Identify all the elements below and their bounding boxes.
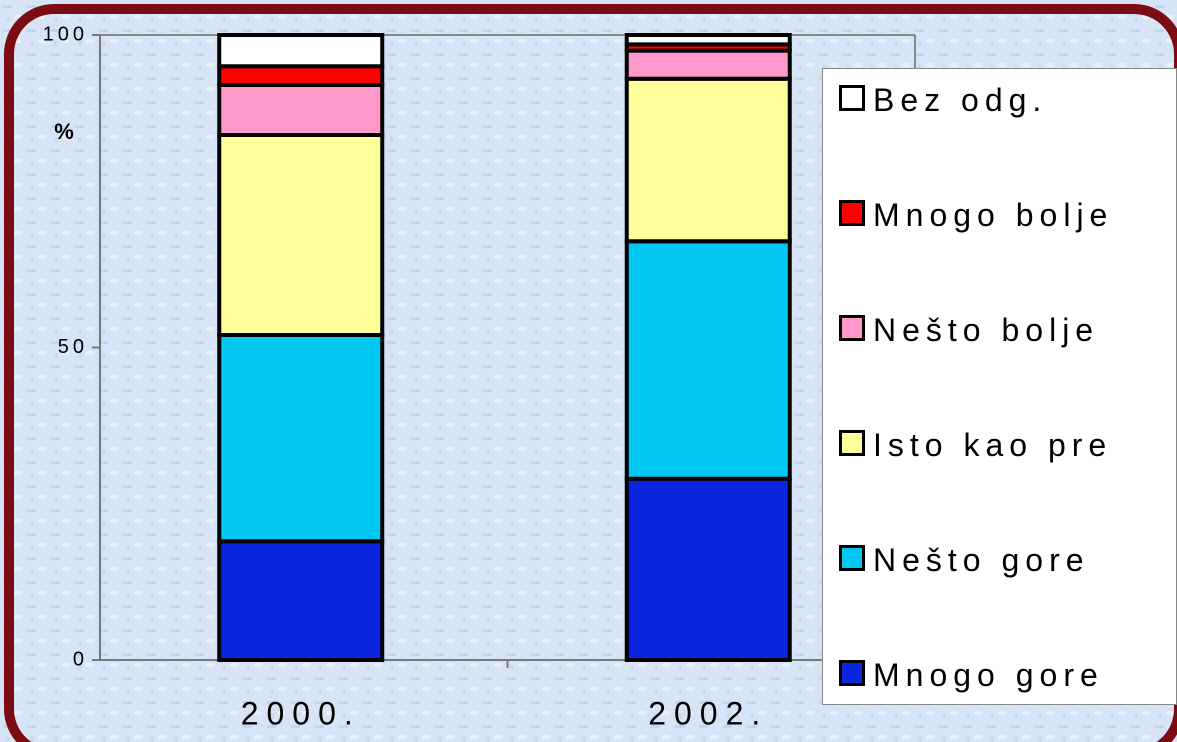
legend-item: Mnogo gore [839,656,1176,694]
y-tick-label: 0 [73,648,88,670]
legend-label: Nešto bolje [873,312,1100,348]
legend-swatch [839,545,865,571]
legend-swatch [839,85,865,111]
bar-segment [624,48,792,81]
legend-label: Mnogo bolje [873,197,1114,233]
bar-segment [217,64,385,87]
legend: Bez odg. Mnogo bolje Nešto bolje Isto kao p… [822,68,1177,705]
bar-segment [624,33,792,47]
bar-segment [624,239,792,481]
frame [4,4,1177,742]
y-axis-label: % [54,119,74,144]
bar-segment [217,133,385,337]
legend-label: Mnogo gore [873,657,1104,693]
legend-swatch [839,430,865,456]
legend-item: Isto kao pre [839,426,1176,464]
bar-segment [217,333,385,544]
legend-item: Mnogo bolje [839,196,1176,234]
legend-item: Nešto bolje [839,311,1176,349]
bar-segment [624,476,792,662]
legend-label: Bez odg. [873,82,1048,118]
legend-label: Isto kao pre [873,427,1113,463]
legend-label: Nešto gore [873,542,1090,578]
legend-swatch [839,315,865,341]
x-tick-label: 2000. [241,695,361,731]
y-tick-label: 100 [43,23,88,45]
legend-item: Nešto gore [839,541,1176,579]
legend-item: Bez odg. [839,81,1176,119]
bar-segment [217,83,385,137]
legend-swatch [839,660,865,686]
y-tick-label: 50 [58,336,88,358]
bar-segment [624,76,792,244]
bar-segment [217,539,385,662]
bar-segment [217,33,385,69]
x-tick-label: 2002. [648,695,768,731]
legend-swatch [839,200,865,226]
